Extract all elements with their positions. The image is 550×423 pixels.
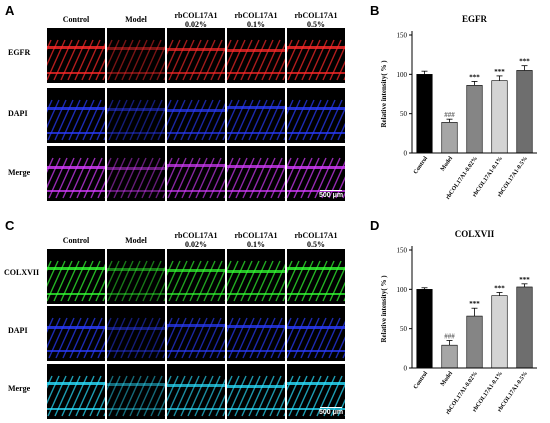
bar [441, 122, 458, 154]
merge-image [47, 146, 105, 201]
colxvii-image [167, 249, 225, 304]
merge-image [227, 146, 285, 201]
column-header-05: rbCOL17A1 0.5% [294, 11, 338, 29]
bar [466, 315, 483, 369]
dapi-image [107, 306, 165, 361]
scale-bar-label: 500 μm [319, 409, 344, 416]
dapi-image [227, 306, 285, 361]
column-header-002: rbCOL17A1 0.02% [174, 231, 218, 249]
egfr-image [227, 28, 285, 83]
row-header-merge: Merge [8, 168, 31, 177]
row-header-dapi: DAPI [8, 326, 28, 335]
chart-title: EGFR [462, 14, 488, 24]
x-tick-label: Control [413, 370, 430, 390]
dapi-image [287, 88, 345, 143]
egfr-image [167, 28, 225, 83]
panel-label-c: C [5, 218, 15, 233]
column-header-control: Control [62, 15, 90, 24]
y-tick-label: 50 [400, 110, 408, 118]
y-tick-label: 0 [404, 150, 408, 158]
bar-chart-colxvii: COLXVII Relative intensity( % ) 0 50 100 150 C… [380, 229, 537, 416]
panel-label-a: A [5, 3, 15, 18]
y-tick-label: 150 [397, 247, 408, 255]
dapi-image [47, 88, 105, 143]
significance-label: *** [469, 300, 480, 308]
bar-chart-egfr: EGFR Relative intensity( % ) 0 50 100 150 Cont… [380, 14, 537, 201]
bar [416, 289, 433, 369]
scale-bar [320, 190, 342, 191]
bar [466, 85, 483, 154]
colxvii-image [47, 249, 105, 304]
column-header-model: Model [125, 15, 147, 24]
column-header-01: rbCOL17A1 0.1% [234, 231, 278, 249]
chart-title: COLXVII [455, 229, 495, 239]
x-tick-label: Control [413, 155, 430, 175]
column-header-01: rbCOL17A1 0.1% [234, 11, 278, 29]
x-tick-label: Model [440, 370, 454, 387]
y-tick-label: 50 [400, 325, 408, 333]
y-tick-label: 150 [397, 32, 408, 40]
y-axis-label: Relative intensity( % ) [380, 275, 388, 343]
dapi-image [167, 88, 225, 143]
bar [491, 295, 508, 369]
significance-label: *** [519, 58, 530, 66]
bar [516, 286, 533, 369]
egfr-image [107, 28, 165, 83]
row-header-merge: Merge [8, 384, 31, 393]
column-header-05: rbCOL17A1 0.5% [294, 231, 338, 249]
dapi-image [167, 306, 225, 361]
significance-label: ### [444, 332, 455, 340]
y-axis-label: Relative intensity( % ) [380, 60, 388, 128]
bar [491, 80, 508, 154]
y-tick-label: 100 [397, 71, 408, 79]
merge-image [227, 364, 285, 419]
merge-image [107, 146, 165, 201]
merge-image [47, 364, 105, 419]
merge-image [107, 364, 165, 419]
row-header-colxvii: COLXVII [4, 268, 40, 277]
row-header-egfr: EGFR [8, 48, 31, 57]
colxvii-image [107, 249, 165, 304]
bar [416, 74, 433, 154]
significance-label: *** [469, 73, 480, 81]
colxvii-image [227, 249, 285, 304]
significance-label: *** [519, 276, 530, 284]
column-header-control: Control [62, 236, 90, 245]
scale-bar [320, 407, 342, 408]
significance-label: *** [494, 284, 505, 292]
scale-bar-label: 500 μm [319, 192, 344, 199]
merge-image [167, 364, 225, 419]
dapi-image [227, 88, 285, 143]
row-header-dapi: DAPI [8, 109, 28, 118]
dapi-image [47, 306, 105, 361]
x-tick-label: Model [440, 155, 454, 172]
merge-image [287, 146, 345, 201]
y-tick-label: 100 [397, 286, 408, 294]
y-tick-label: 0 [404, 365, 408, 373]
bar [441, 344, 458, 369]
merge-image [167, 146, 225, 201]
egfr-image [47, 28, 105, 83]
colxvii-image [287, 249, 345, 304]
panel-label-b: B [370, 3, 380, 18]
column-header-002: rbCOL17A1 0.02% [174, 11, 218, 29]
dapi-image [287, 306, 345, 361]
significance-label: *** [494, 68, 505, 76]
egfr-image [287, 28, 345, 83]
dapi-image [107, 88, 165, 143]
bar [516, 70, 533, 154]
column-header-model: Model [125, 236, 147, 245]
significance-label: ### [444, 111, 455, 119]
panel-label-d: D [370, 218, 380, 233]
merge-image [287, 364, 345, 419]
